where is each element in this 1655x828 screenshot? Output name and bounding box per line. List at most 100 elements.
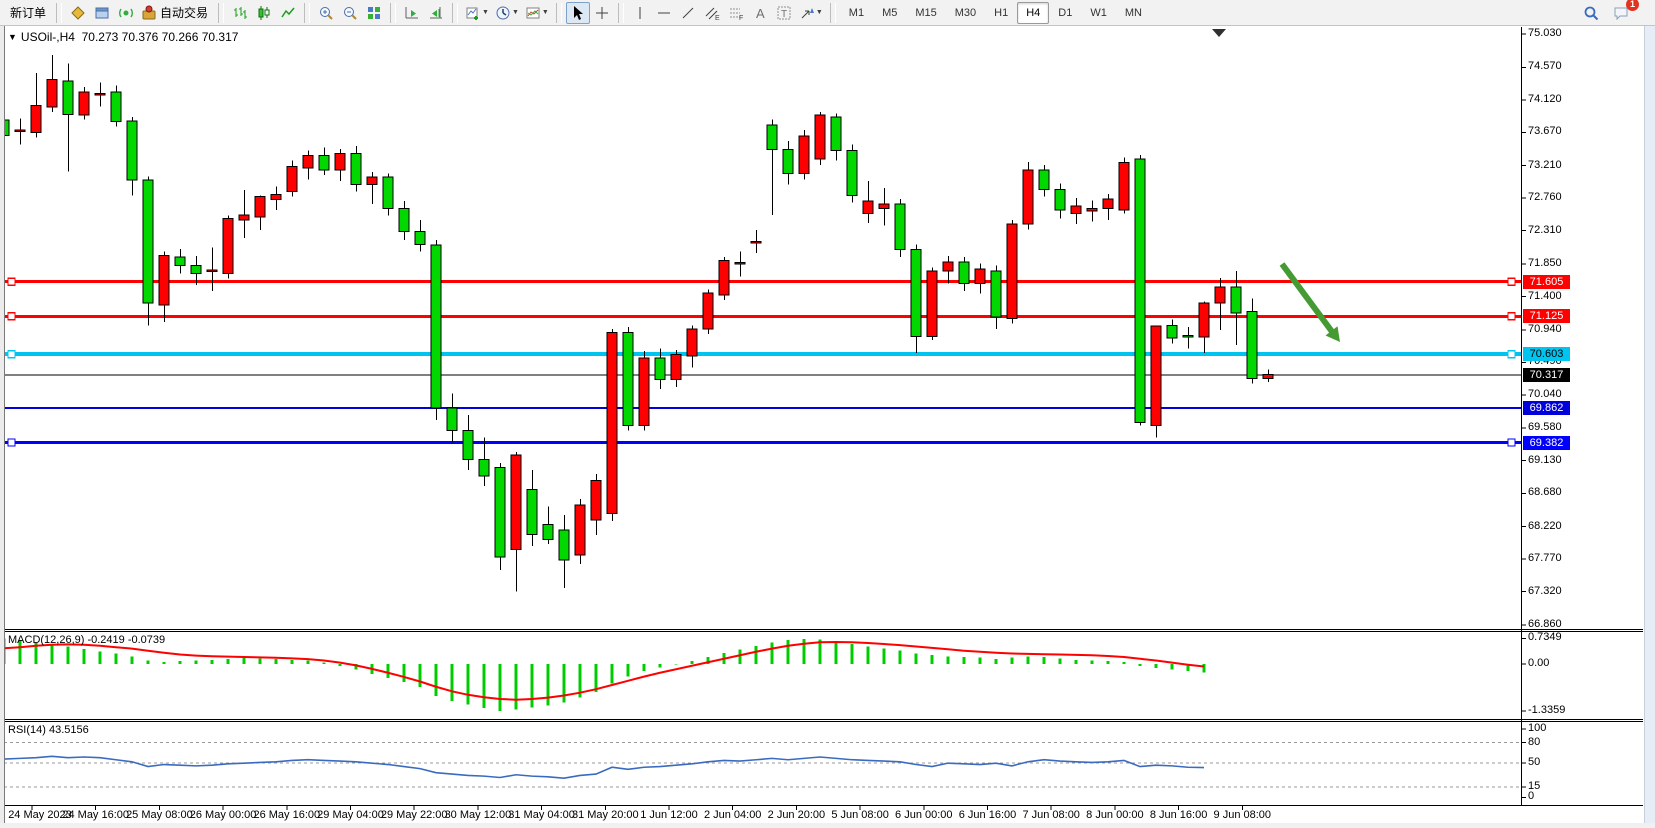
macd-pane — [4, 638, 1206, 711]
text-icon: A — [756, 6, 765, 21]
cursor-tool-button[interactable] — [565, 1, 590, 24]
new-order-button[interactable]: 新订单 — [4, 2, 52, 24]
tile-windows-button[interactable] — [362, 2, 386, 24]
candle-body — [1054, 189, 1066, 211]
chat-bubble-icon — [1614, 7, 1627, 20]
line-handle[interactable] — [7, 438, 16, 447]
arrow-annotation[interactable] — [1279, 262, 1341, 342]
candle-body — [126, 120, 138, 181]
arrow-head[interactable] — [1325, 326, 1341, 342]
candle-body — [46, 79, 58, 108]
candle-body — [174, 256, 186, 266]
candlestick-chart-button[interactable] — [252, 2, 276, 24]
templates-button[interactable]: ▼ — [522, 2, 552, 24]
timeframe-button-h4[interactable]: H4 — [1017, 1, 1050, 24]
candle-body — [302, 155, 314, 169]
periods-caret-icon[interactable]: ▼ — [511, 9, 519, 16]
signals-button[interactable] — [114, 2, 138, 24]
navigator-button[interactable] — [90, 2, 114, 24]
periods-button[interactable]: ▼ — [492, 2, 522, 24]
candle-body — [158, 254, 170, 306]
timeframe-button-h1[interactable]: H1 — [994, 6, 1009, 19]
candle-body — [958, 261, 970, 285]
bar-chart-icon — [234, 6, 248, 19]
notification-badge[interactable]: 1 — [1626, 0, 1639, 11]
tile-windows-icon — [368, 6, 381, 19]
line-chart-button[interactable] — [276, 2, 300, 24]
auto-scroll-button[interactable] — [400, 2, 424, 24]
svg-text:A: A — [756, 6, 765, 21]
arrows-shapes-icon — [801, 7, 814, 18]
indicators-button[interactable]: ▼ — [462, 2, 492, 24]
vertical-line-tool-button[interactable] — [628, 2, 652, 24]
timeframe-button-m30[interactable]: M30 — [954, 6, 977, 19]
horizontal-line-70.603[interactable] — [4, 352, 1521, 357]
text-tool-button[interactable]: A — [748, 2, 772, 24]
candle-body — [590, 479, 602, 521]
horizontal-line-tool-button[interactable] — [652, 2, 676, 24]
horizontal-line-71.605[interactable] — [4, 280, 1521, 284]
candle-body — [286, 165, 298, 193]
toolbar: 新订单 自动交易 ▼ ▼ — [0, 0, 1655, 26]
horizontal-line-69.862[interactable] — [4, 406, 1521, 409]
candle-body — [1182, 335, 1194, 338]
candle-body — [190, 264, 202, 274]
candle-body — [846, 149, 858, 196]
line-handle[interactable] — [7, 277, 16, 286]
text-label-tool-button[interactable]: T — [772, 2, 796, 24]
timeframe-button-m15[interactable]: M15 — [915, 6, 937, 19]
market-watch-button[interactable] — [66, 2, 90, 24]
candle-body — [1166, 324, 1178, 339]
bar-chart-button[interactable] — [228, 2, 252, 24]
line-handle[interactable] — [1507, 277, 1516, 286]
search-button[interactable] — [1579, 2, 1603, 24]
candle-body — [750, 241, 762, 244]
crosshair-tool-button[interactable] — [590, 2, 614, 24]
timeframe-button-m1[interactable]: M1 — [848, 6, 865, 19]
line-handle[interactable] — [1507, 438, 1516, 447]
autotrading-label: 自动交易 — [160, 6, 209, 20]
chart-shift-button[interactable] — [424, 2, 448, 24]
indicators-caret-icon[interactable]: ▼ — [482, 9, 489, 16]
trendline-tool-button[interactable] — [676, 2, 700, 24]
candle-body — [1134, 158, 1146, 423]
arrow-shaft[interactable] — [1279, 262, 1336, 335]
horizontal-line-69.382[interactable] — [4, 441, 1521, 445]
candle-body — [462, 429, 474, 460]
candle-body — [30, 105, 42, 133]
chart-shift-icon — [430, 6, 443, 18]
zoom-in-button[interactable] — [314, 2, 338, 24]
notifications-button[interactable]: 1 — [1609, 0, 1639, 24]
horizontal-line-70.317[interactable] — [4, 374, 1521, 376]
templates-caret-icon[interactable]: ▼ — [541, 9, 549, 16]
channel-tool-button[interactable]: E — [700, 2, 724, 24]
line-handle[interactable] — [7, 350, 16, 359]
candle-body — [430, 244, 442, 409]
candle-body — [622, 332, 634, 426]
horizontal-line-71.125[interactable] — [4, 314, 1521, 318]
line-handle[interactable] — [1507, 350, 1516, 359]
arrows-caret-icon[interactable]: ▼ — [815, 9, 823, 16]
timeframe-button-w1[interactable]: W1 — [1090, 6, 1107, 19]
autotrading-button[interactable]: 自动交易 — [138, 2, 214, 24]
candle-body — [1070, 205, 1082, 214]
candle-body — [238, 214, 250, 221]
toolbar-separator — [56, 2, 63, 23]
fibonacci-tool-button[interactable]: F — [724, 2, 748, 24]
templates-icon — [526, 7, 540, 18]
zoom-out-button[interactable] — [338, 2, 362, 24]
chart-shift-marker[interactable] — [1212, 29, 1226, 37]
line-handle[interactable] — [1507, 312, 1516, 321]
candle-body — [558, 529, 570, 561]
timeframe-button-d1[interactable]: D1 — [1058, 6, 1073, 19]
line-handle[interactable] — [7, 312, 16, 321]
timeframe-button-m5[interactable]: M5 — [882, 6, 898, 19]
candle-body — [766, 124, 778, 151]
candle-body — [654, 357, 666, 381]
arrows-tool-button[interactable]: ▼ — [796, 2, 826, 24]
rsi-line — [4, 755, 1205, 779]
candle-body — [542, 523, 554, 541]
timeframe-button-mn[interactable]: MN — [1124, 6, 1142, 19]
candlestick-chart-icon — [258, 5, 270, 20]
